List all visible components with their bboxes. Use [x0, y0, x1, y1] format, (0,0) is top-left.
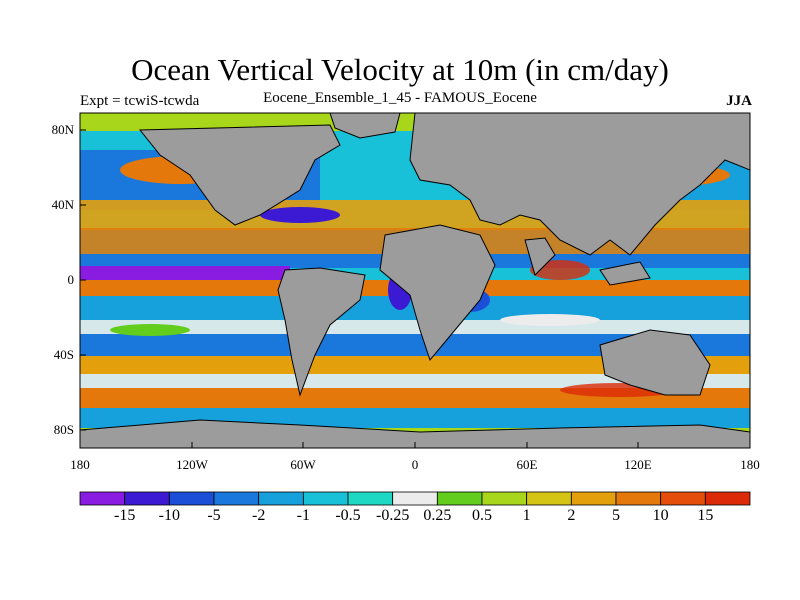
tick-marks: [79, 129, 751, 448]
colorbar-swatch: [392, 491, 438, 506]
colorbar-swatch: [481, 491, 528, 506]
colorbar-label: 10: [652, 507, 669, 524]
colorbar-label: -10: [158, 507, 180, 524]
lat-label-80n: 80N: [51, 122, 74, 137]
colorbar-swatch: [168, 491, 215, 506]
colorbar-swatch: [436, 491, 483, 506]
lon-label-0: 0: [411, 457, 419, 472]
colorbar-label: 15: [697, 507, 714, 524]
colorbar-label: -1: [296, 507, 310, 524]
colorbar-label: 2: [567, 507, 576, 524]
lat-label-40s: 40S: [53, 347, 74, 362]
colorbar-swatch: [347, 491, 394, 506]
season-label: JJA: [726, 93, 752, 109]
lon-label-120w: 120W: [176, 457, 208, 472]
colorbar-label: -2: [251, 507, 266, 524]
colorbar-swatch: [124, 491, 170, 506]
colorbar-swatch: [660, 491, 706, 506]
lat-label-40n: 40N: [51, 197, 74, 212]
colorbar-label: -0.5: [335, 507, 361, 524]
colorbar-swatch: [615, 491, 662, 506]
lat-label-80s: 80S: [53, 422, 74, 437]
colorbar-label: 0.5: [472, 507, 492, 524]
colorbar-swatch: [570, 491, 617, 506]
lon-label-180e: 180: [740, 457, 760, 472]
colorbar-swatch: [704, 491, 751, 506]
colorbar-swatch: [302, 491, 349, 506]
colorbar-label: -5: [207, 507, 221, 524]
colorbar-label: -15: [113, 507, 136, 524]
lat-label-0: 0: [67, 272, 75, 287]
colorbar-label: -0.25: [375, 507, 410, 524]
colorbar-swatch: [213, 491, 260, 506]
colorbar-swatch: [258, 491, 304, 506]
lon-label-120e: 120E: [624, 457, 652, 472]
colorbar-swatch: [526, 491, 572, 506]
ocean-field: [80, 113, 750, 448]
lon-label-180w: 180: [70, 457, 90, 472]
colorbar-swatch: [79, 491, 126, 506]
colorbar-label: 5: [612, 507, 620, 524]
lon-label-60e: 60E: [516, 457, 538, 472]
colorbar: [79, 491, 751, 506]
colorbar-label: 0.25: [423, 507, 452, 524]
land-masses: [80, 113, 750, 448]
map-title: Ocean Vertical Velocity at 10m (in cm/da…: [131, 52, 669, 87]
experiment-label: Expt = tcwiS-tcwda: [80, 93, 200, 109]
colorbar-label: 1: [522, 507, 531, 524]
ensemble-label: Eocene_Ensemble_1_45 - FAMOUS_Eocene: [263, 90, 537, 106]
lon-label-60w: 60W: [290, 457, 316, 472]
